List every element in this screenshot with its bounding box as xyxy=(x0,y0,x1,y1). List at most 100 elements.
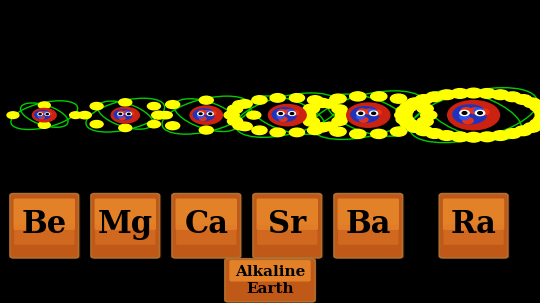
Circle shape xyxy=(463,118,473,124)
Circle shape xyxy=(373,110,381,115)
Circle shape xyxy=(370,92,387,101)
FancyBboxPatch shape xyxy=(176,198,237,230)
Circle shape xyxy=(147,102,160,110)
Circle shape xyxy=(350,129,366,138)
FancyBboxPatch shape xyxy=(440,194,508,258)
Circle shape xyxy=(396,106,413,116)
Text: Ca: Ca xyxy=(184,209,228,240)
Circle shape xyxy=(370,129,387,138)
Circle shape xyxy=(38,115,42,117)
Text: Alkaline
Earth: Alkaline Earth xyxy=(235,265,305,296)
Circle shape xyxy=(39,114,41,115)
Circle shape xyxy=(426,129,443,138)
Circle shape xyxy=(70,112,82,118)
Circle shape xyxy=(210,112,216,115)
Text: Sr: Sr xyxy=(268,209,306,240)
FancyBboxPatch shape xyxy=(256,198,318,230)
Circle shape xyxy=(198,112,204,115)
Circle shape xyxy=(199,111,205,114)
Circle shape xyxy=(308,96,323,104)
Circle shape xyxy=(330,94,346,103)
Circle shape xyxy=(372,112,376,115)
Circle shape xyxy=(278,110,286,114)
Circle shape xyxy=(206,111,212,114)
Circle shape xyxy=(46,114,48,115)
FancyBboxPatch shape xyxy=(93,195,162,259)
Circle shape xyxy=(204,111,211,114)
Circle shape xyxy=(415,126,433,136)
Circle shape xyxy=(358,109,367,114)
Circle shape xyxy=(396,115,413,124)
Circle shape xyxy=(453,105,487,124)
Circle shape xyxy=(438,90,455,100)
Circle shape xyxy=(126,112,131,115)
Circle shape xyxy=(351,107,379,122)
Circle shape xyxy=(277,112,284,115)
Circle shape xyxy=(152,111,166,119)
FancyBboxPatch shape xyxy=(174,195,243,259)
Circle shape xyxy=(289,94,305,102)
Circle shape xyxy=(504,92,521,102)
Circle shape xyxy=(125,112,131,114)
Circle shape xyxy=(322,100,338,108)
Circle shape xyxy=(270,128,285,137)
Circle shape xyxy=(111,107,139,123)
Text: Ra: Ra xyxy=(451,209,496,240)
Circle shape xyxy=(415,95,433,104)
Circle shape xyxy=(350,92,366,101)
Circle shape xyxy=(426,92,443,102)
Circle shape xyxy=(285,110,292,114)
Circle shape xyxy=(166,122,180,130)
Circle shape xyxy=(478,132,496,142)
Circle shape xyxy=(127,113,130,115)
Circle shape xyxy=(272,108,297,122)
Circle shape xyxy=(159,112,172,119)
FancyBboxPatch shape xyxy=(336,195,405,259)
Circle shape xyxy=(38,112,43,115)
Circle shape xyxy=(207,112,213,115)
Circle shape xyxy=(270,94,285,102)
Circle shape xyxy=(332,117,347,125)
Circle shape xyxy=(233,122,247,130)
Circle shape xyxy=(465,132,482,142)
Circle shape xyxy=(451,132,469,142)
Circle shape xyxy=(209,113,212,115)
Circle shape xyxy=(478,109,489,115)
Circle shape xyxy=(38,102,50,108)
FancyBboxPatch shape xyxy=(334,194,403,258)
Circle shape xyxy=(314,98,330,108)
Circle shape xyxy=(530,119,540,128)
Circle shape xyxy=(279,113,282,115)
Circle shape xyxy=(368,109,376,114)
Circle shape xyxy=(227,117,242,125)
Circle shape xyxy=(465,88,482,98)
FancyBboxPatch shape xyxy=(95,225,156,245)
Circle shape xyxy=(523,123,540,132)
Circle shape xyxy=(233,101,247,108)
Circle shape xyxy=(199,126,213,134)
Circle shape xyxy=(475,110,485,115)
FancyBboxPatch shape xyxy=(338,225,399,245)
Circle shape xyxy=(35,111,50,119)
Circle shape xyxy=(515,95,532,104)
Circle shape xyxy=(300,111,316,120)
Text: Ba: Ba xyxy=(346,209,391,240)
FancyBboxPatch shape xyxy=(443,225,504,245)
Circle shape xyxy=(530,102,540,112)
Circle shape xyxy=(370,111,377,115)
Circle shape xyxy=(390,94,407,103)
Circle shape xyxy=(147,121,160,128)
Circle shape xyxy=(303,104,320,113)
Circle shape xyxy=(308,126,323,135)
FancyBboxPatch shape xyxy=(14,225,75,245)
Circle shape xyxy=(407,98,424,108)
FancyBboxPatch shape xyxy=(253,194,322,258)
Circle shape xyxy=(90,121,103,128)
Circle shape xyxy=(287,110,294,114)
Circle shape xyxy=(421,111,437,120)
Circle shape xyxy=(314,123,330,132)
Circle shape xyxy=(523,98,540,108)
Text: Be: Be xyxy=(22,209,67,240)
Circle shape xyxy=(279,117,287,121)
Circle shape xyxy=(407,123,423,132)
